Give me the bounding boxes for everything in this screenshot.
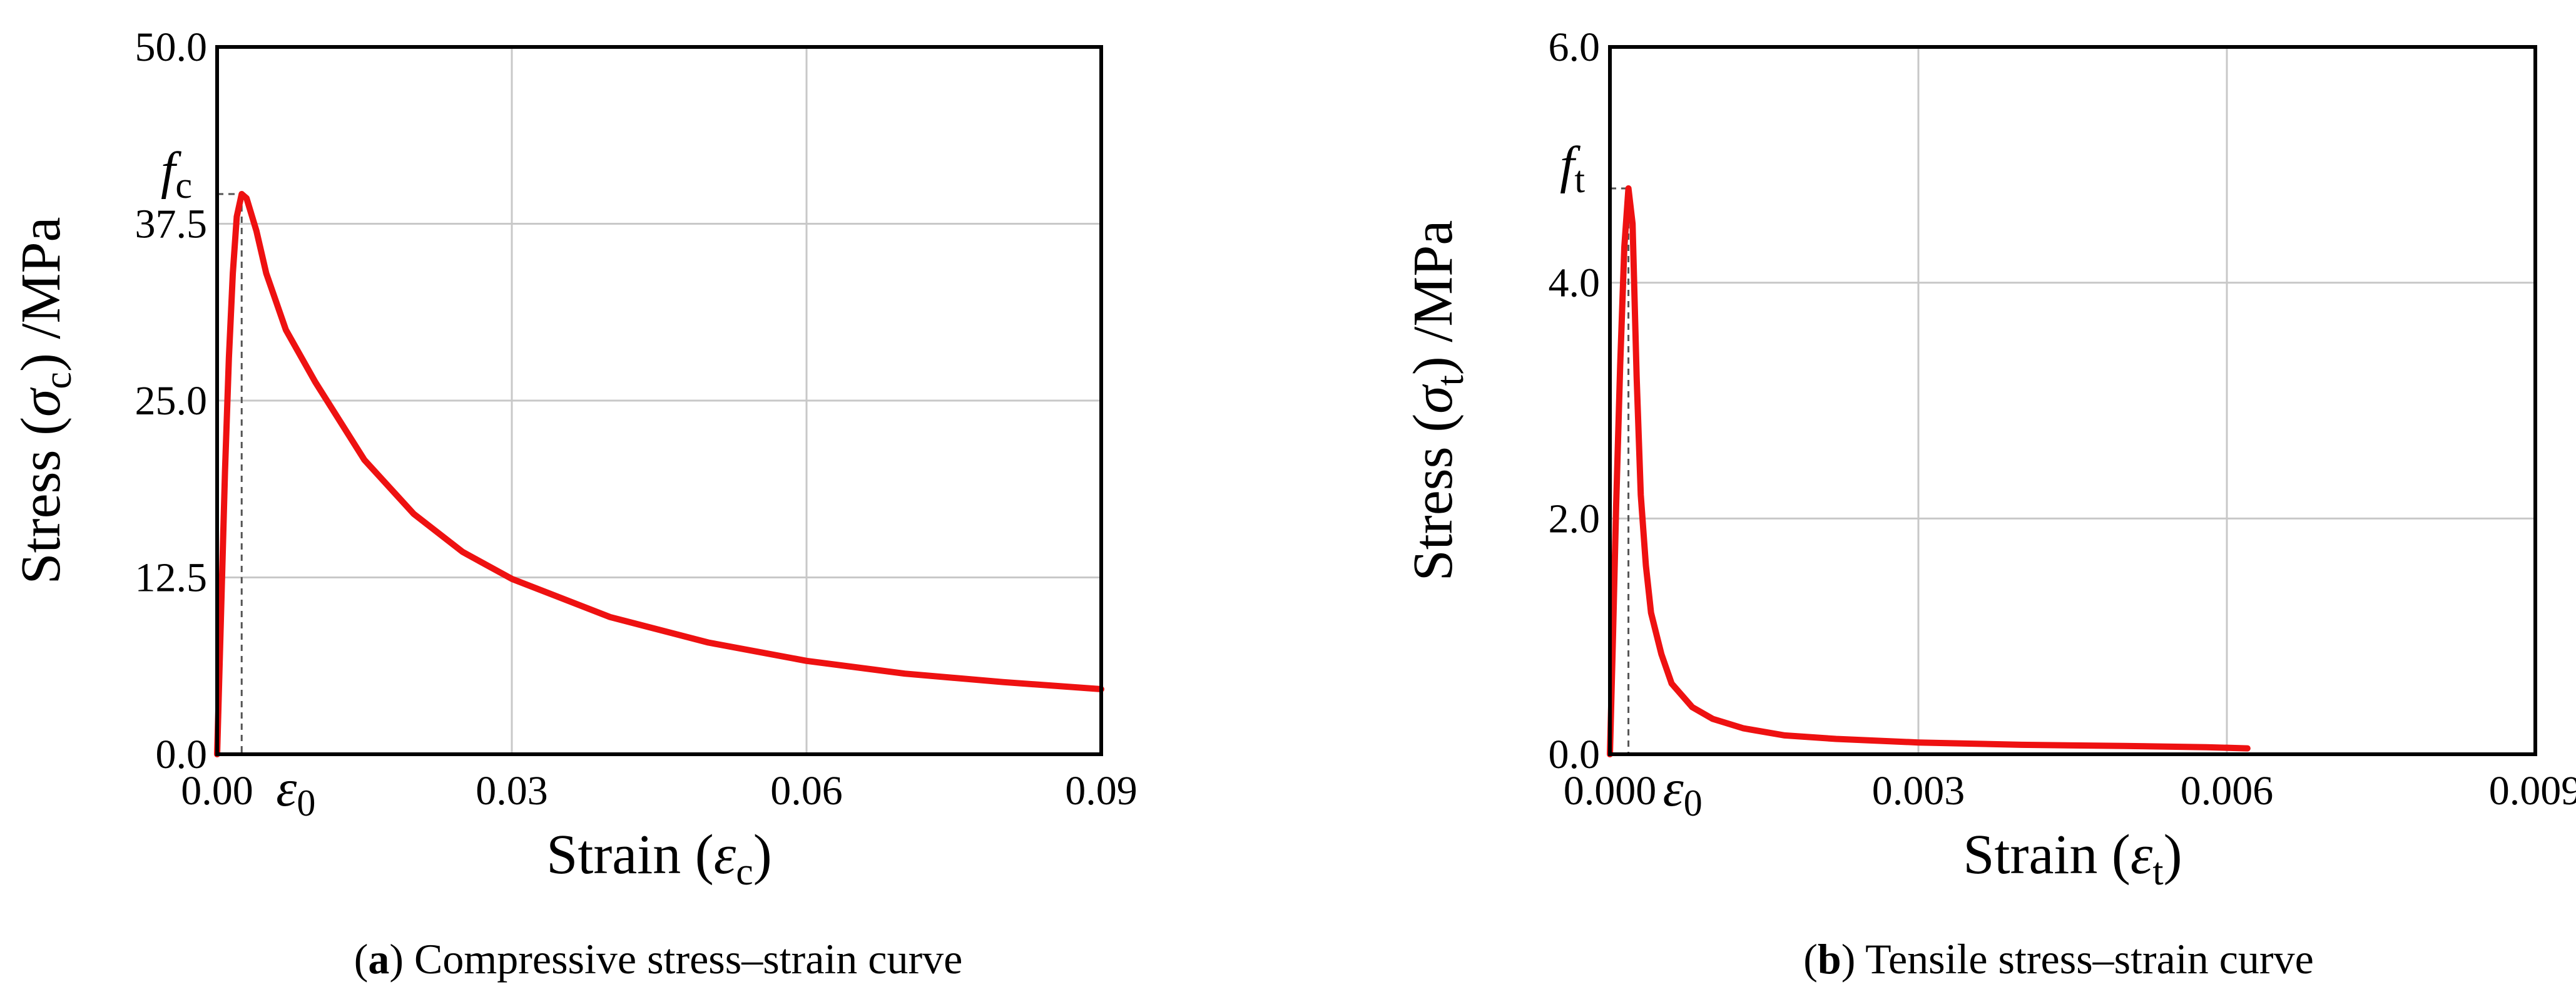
y-axis-title-symbol: σ bbox=[10, 387, 72, 417]
y-axis-title-suffix: ) /MPa bbox=[10, 217, 72, 372]
caption-letter: a bbox=[368, 935, 389, 983]
x-axis-title-symbol: ε bbox=[2131, 824, 2153, 886]
y-tick-label: 25.0 bbox=[135, 378, 208, 424]
x-axis-title-prefix: Strain ( bbox=[1963, 824, 2130, 886]
y-tick-label: 0.0 bbox=[156, 732, 208, 777]
caption-close-paren: ) bbox=[389, 935, 414, 983]
x-axis-title-sub: c bbox=[736, 851, 753, 893]
chart-compressive: 0.012.525.037.550.00.00 0.03 0.06 0.09ε0fcS… bbox=[10, 24, 1138, 983]
x-axis-title: Strain (εc) bbox=[546, 824, 771, 893]
y-tick-label: 6.0 bbox=[1549, 24, 1601, 70]
y-axis-title: Stress (σc) /MPa bbox=[10, 217, 79, 585]
plot-frame bbox=[215, 45, 1103, 756]
y-axis-title-prefix: Stress ( bbox=[10, 417, 72, 585]
y-axis-title: Stress (σt) /MPa bbox=[1402, 220, 1472, 581]
y-axis-title-symbol: σ bbox=[1402, 384, 1464, 414]
epsilon-0-symbol: ε bbox=[276, 759, 297, 817]
x-tick-label: 0.00 bbox=[181, 768, 253, 814]
y-tick-label: 12.5 bbox=[135, 555, 208, 601]
y-axis-title-sub: t bbox=[1429, 375, 1472, 386]
y-axis-title-prefix: Stress ( bbox=[1402, 414, 1464, 581]
x-tick-label: 0.06 bbox=[770, 768, 843, 814]
epsilon-0-sub: 0 bbox=[297, 782, 315, 824]
epsilon-0-symbol: ε bbox=[1663, 759, 1684, 817]
y-tick-label: 4.0 bbox=[1549, 260, 1601, 306]
y-tick-label: 0.0 bbox=[1549, 732, 1601, 777]
x-tick-label: 0.000 bbox=[1564, 768, 1657, 814]
plot-frame bbox=[1608, 45, 2537, 756]
caption-open-paren: ( bbox=[1803, 935, 1818, 983]
epsilon-0-label: ε0 bbox=[1663, 759, 1703, 824]
peak-stress-label: ft bbox=[1560, 136, 1585, 200]
y-tick-label: 2.0 bbox=[1549, 496, 1601, 541]
x-axis-title: Strain (εt) bbox=[1963, 824, 2182, 893]
epsilon-0-sub: 0 bbox=[1684, 782, 1703, 824]
x-tick-label: 0.09 bbox=[1065, 768, 1138, 814]
series-line-compressive bbox=[214, 191, 1104, 757]
chart-caption: (b) Tensile stress–strain curve bbox=[1803, 935, 2314, 983]
peak-stress-sub: c bbox=[175, 165, 192, 206]
y-tick-label: 50.0 bbox=[135, 24, 208, 70]
x-axis-title-suffix: ) bbox=[753, 824, 772, 886]
caption-letter: b bbox=[1818, 935, 1841, 983]
caption-text: Tensile stress–strain curve bbox=[1865, 935, 2314, 983]
series-line-tensile bbox=[1607, 185, 2251, 757]
x-axis-title-suffix: ) bbox=[2164, 824, 2182, 886]
y-tick-label: 37.5 bbox=[135, 202, 208, 247]
x-tick-label: 0.003 bbox=[1872, 768, 1965, 814]
peak-stress-sub: t bbox=[1574, 159, 1585, 200]
chart-tensile: 0.02.04.06.00.000 0.003 0.006 0.009ε0ftStra… bbox=[1402, 24, 2576, 983]
y-axis-title-suffix: ) /MPa bbox=[1402, 220, 1464, 376]
x-axis-title-sub: t bbox=[2152, 851, 2163, 893]
peak-stress-label: fc bbox=[161, 141, 192, 206]
caption-text: Compressive stress–strain curve bbox=[414, 935, 962, 983]
epsilon-0-label: ε0 bbox=[276, 759, 315, 824]
chart-caption: (a) Compressive stress–strain curve bbox=[354, 935, 963, 983]
x-tick-label: 0.03 bbox=[476, 768, 548, 814]
x-tick-label: 0.009 bbox=[2489, 768, 2576, 814]
x-tick-label: 0.006 bbox=[2181, 768, 2274, 814]
x-axis-title-prefix: Strain ( bbox=[546, 824, 713, 886]
caption-open-paren: ( bbox=[354, 935, 369, 983]
y-axis-title-sub: c bbox=[37, 372, 79, 389]
x-axis-title-symbol: ε bbox=[714, 824, 736, 886]
caption-close-paren: ) bbox=[1841, 935, 1865, 983]
